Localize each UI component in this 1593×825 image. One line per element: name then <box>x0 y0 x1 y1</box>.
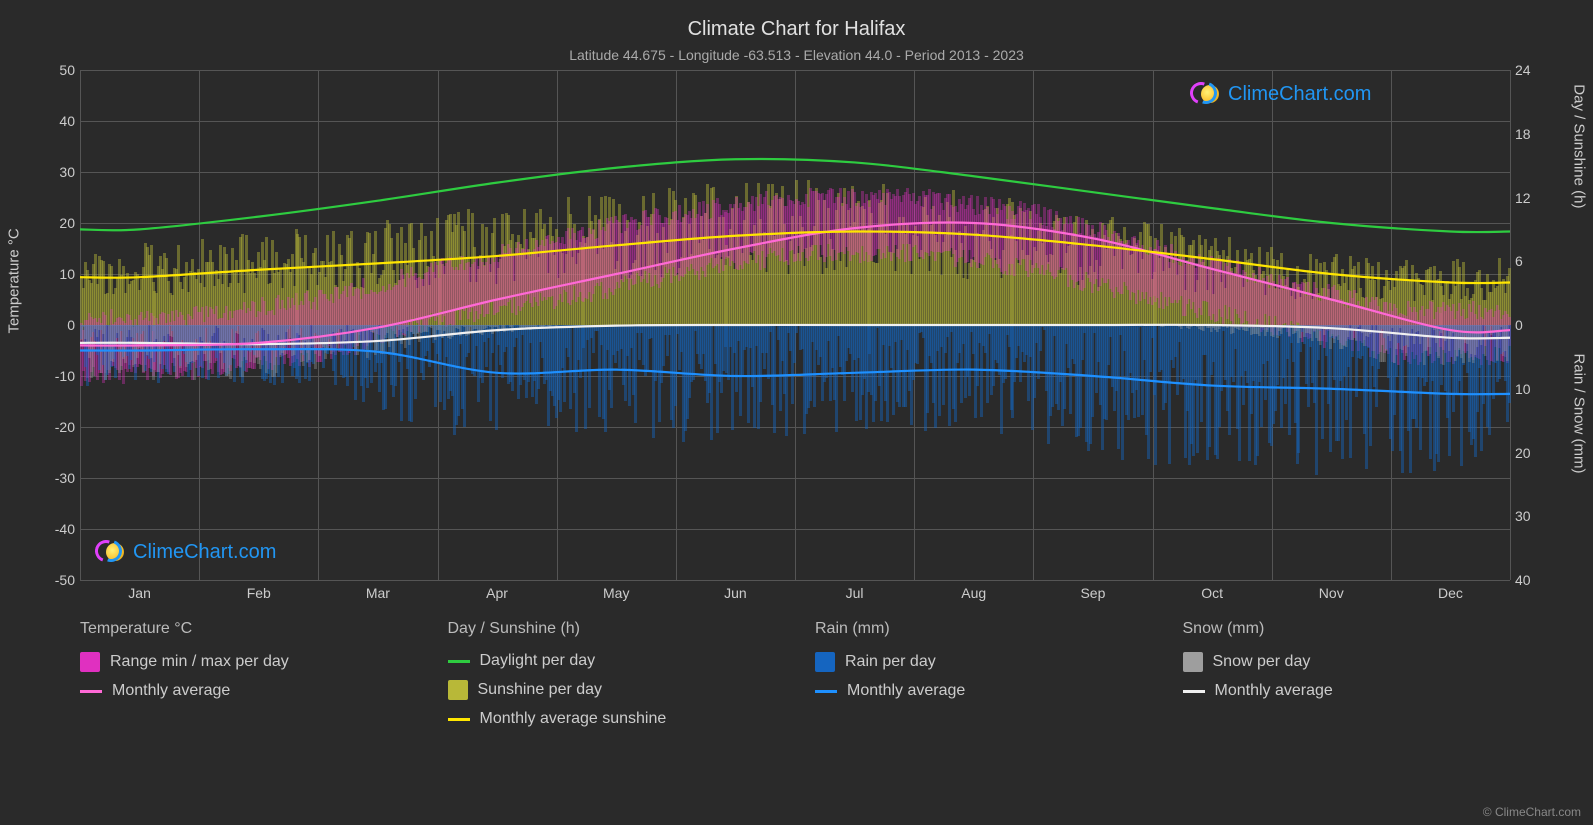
y-axis-right-bottom-label: Rain / Snow (mm) <box>1571 353 1588 473</box>
legend-item: Daylight per day <box>448 652 776 670</box>
y-tick-right: 20 <box>1515 445 1531 461</box>
x-tick-month: Aug <box>961 585 986 601</box>
legend-swatch <box>448 660 470 663</box>
legend-item: Monthly average <box>815 682 1143 700</box>
legend-label: Daylight per day <box>480 652 596 670</box>
x-tick-month: Jul <box>846 585 864 601</box>
legend-label: Monthly average <box>1215 682 1333 700</box>
legend-column: Snow (mm) Snow per day Monthly average <box>1183 620 1511 738</box>
y-tick-right: 40 <box>1515 572 1531 588</box>
chart-title: Climate Chart for Halifax <box>0 0 1593 41</box>
chart-subtitle: Latitude 44.675 - Longitude -63.513 - El… <box>0 41 1593 63</box>
y-tick-right: 24 <box>1515 62 1531 78</box>
y-tick-right: 10 <box>1515 381 1531 397</box>
daily-bars-layer <box>80 70 1510 580</box>
legend-header: Rain (mm) <box>815 620 1143 638</box>
y-tick-right: 30 <box>1515 508 1531 524</box>
legend-item: Range min / max per day <box>80 652 408 672</box>
x-tick-month: Dec <box>1438 585 1463 601</box>
x-tick-month: Jan <box>128 585 151 601</box>
y-tick-left: -40 <box>40 521 75 537</box>
y-tick-left: 40 <box>40 113 75 129</box>
y-tick-left: -10 <box>40 368 75 384</box>
y-axis-right-top-label: Day / Sunshine (h) <box>1571 84 1588 208</box>
y-tick-right: 0 <box>1515 317 1523 333</box>
legend-item: Monthly average sunshine <box>448 710 776 728</box>
copyright: © ClimeChart.com <box>1483 805 1581 819</box>
legend-label: Monthly average <box>112 682 230 700</box>
legend: Temperature °C Range min / max per day Mon… <box>80 620 1510 738</box>
y-axis-right: 2418126010203040 <box>1515 70 1550 580</box>
legend-column: Day / Sunshine (h) Daylight per day Sunshi… <box>448 620 776 738</box>
brand-watermark: ClimeChart.com <box>95 538 276 566</box>
legend-header: Day / Sunshine (h) <box>448 620 776 638</box>
y-tick-right: 6 <box>1515 253 1523 269</box>
x-tick-month: Feb <box>247 585 271 601</box>
y-tick-left: 20 <box>40 215 75 231</box>
x-axis: Jan Feb Mar Apr May Jun Jul Aug Sep Oct Nov Dec <box>80 585 1510 610</box>
legend-swatch <box>1183 690 1205 693</box>
legend-label: Monthly average <box>847 682 965 700</box>
legend-label: Range min / max per day <box>110 653 289 671</box>
x-tick-month: Oct <box>1201 585 1223 601</box>
brand-watermark: ClimeChart.com <box>1190 80 1371 108</box>
legend-swatch <box>448 680 468 700</box>
x-tick-month: Nov <box>1319 585 1344 601</box>
y-tick-right: 12 <box>1515 190 1531 206</box>
y-axis-left: 50403020100-10-20-30-40-50 <box>40 70 75 580</box>
y-tick-left: 10 <box>40 266 75 282</box>
x-tick-month: Sep <box>1080 585 1105 601</box>
legend-swatch <box>80 690 102 693</box>
brand-logo-icon <box>1190 80 1222 108</box>
y-tick-left: 50 <box>40 62 75 78</box>
legend-swatch <box>815 652 835 672</box>
legend-item: Snow per day <box>1183 652 1511 672</box>
legend-column: Temperature °C Range min / max per day Mon… <box>80 620 408 738</box>
y-tick-left: -50 <box>40 572 75 588</box>
x-tick-month: May <box>603 585 629 601</box>
brand-logo-icon <box>95 538 127 566</box>
y-axis-left-label: Temperature °C <box>6 228 23 333</box>
legend-swatch <box>448 718 470 721</box>
y-tick-left: 30 <box>40 164 75 180</box>
legend-item: Monthly average <box>80 682 408 700</box>
legend-label: Snow per day <box>1213 653 1311 671</box>
y-tick-right: 18 <box>1515 126 1531 142</box>
legend-item: Rain per day <box>815 652 1143 672</box>
legend-swatch <box>815 690 837 693</box>
legend-item: Sunshine per day <box>448 680 776 700</box>
legend-swatch <box>80 652 100 672</box>
y-tick-left: -20 <box>40 419 75 435</box>
brand-name: ClimeChart.com <box>133 541 276 564</box>
legend-label: Sunshine per day <box>478 681 603 699</box>
legend-item: Monthly average <box>1183 682 1511 700</box>
legend-label: Monthly average sunshine <box>480 710 667 728</box>
x-tick-month: Mar <box>366 585 390 601</box>
plot-area <box>80 70 1510 580</box>
legend-header: Snow (mm) <box>1183 620 1511 638</box>
legend-header: Temperature °C <box>80 620 408 638</box>
y-tick-left: 0 <box>40 317 75 333</box>
x-tick-month: Apr <box>486 585 508 601</box>
legend-swatch <box>1183 652 1203 672</box>
brand-name: ClimeChart.com <box>1228 83 1371 106</box>
x-tick-month: Jun <box>724 585 747 601</box>
y-tick-left: -30 <box>40 470 75 486</box>
legend-label: Rain per day <box>845 653 936 671</box>
legend-column: Rain (mm) Rain per day Monthly average <box>815 620 1143 738</box>
